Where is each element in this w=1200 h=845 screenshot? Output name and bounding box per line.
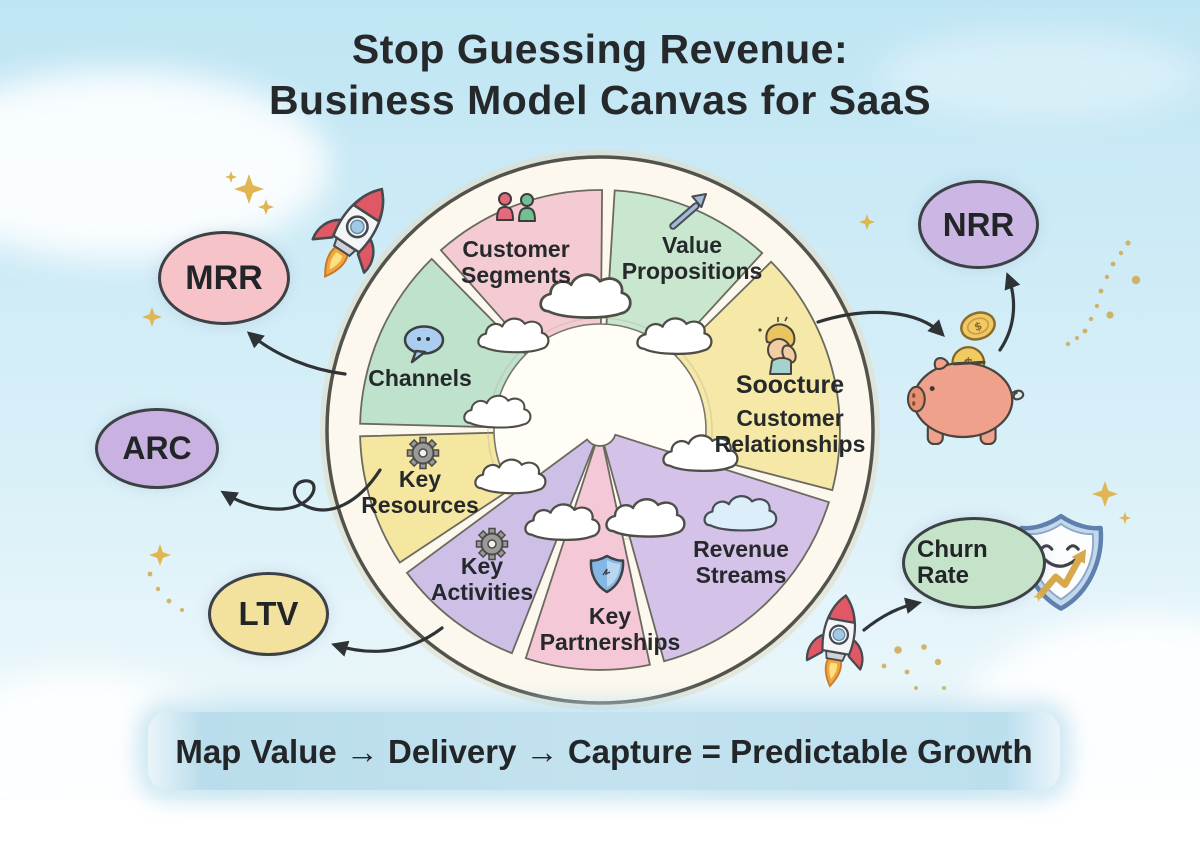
label-key-activities: Key Activities xyxy=(430,553,534,606)
coin-icon: $ xyxy=(960,311,996,341)
shield-icon xyxy=(589,554,625,594)
growth-arrow-icon xyxy=(669,193,707,230)
saas-business-model-infographic: $ $ xyxy=(0,0,1200,800)
shield-smile-icon xyxy=(1018,513,1104,611)
segment-key-partnerships xyxy=(524,444,651,671)
label-revenue-streams: Revenue Streams xyxy=(693,536,789,589)
speech-bubble-icon xyxy=(403,325,445,364)
people-icon xyxy=(496,192,536,222)
tagline-text: Map Value → Delivery → Capture = Predict… xyxy=(175,733,1033,770)
cloud-icon xyxy=(703,495,778,532)
arrow-to-churn xyxy=(862,597,923,632)
metric-bubble-mrr: MRR xyxy=(158,231,290,325)
label-channels: Channels xyxy=(368,365,472,391)
tagline-band xyxy=(148,712,1060,790)
metric-bubble-arc: ARC xyxy=(95,408,219,489)
gear-icon xyxy=(406,436,440,470)
piggy-bank-icon: $ xyxy=(906,346,1025,446)
metric-bubble-ltv: LTV xyxy=(208,572,329,656)
label-key-resources: Key Resources xyxy=(361,466,479,519)
metric-bubble-nrr: NRR xyxy=(918,180,1039,269)
segment-revenue-streams xyxy=(603,433,831,663)
page-title: Stop Guessing Revenue: Business Model Ca… xyxy=(0,24,1200,127)
arrow-to-nrr xyxy=(998,272,1021,352)
arrow-to-arc xyxy=(220,468,382,512)
label-key-partnerships: Key Partnerships xyxy=(539,603,681,656)
waving-person-icon xyxy=(758,316,797,375)
arrow-to-ltv xyxy=(331,626,444,657)
background-cloud xyxy=(880,30,1200,120)
title-line-1: Stop Guessing Revenue: xyxy=(351,26,849,72)
label-soocture: Soocture xyxy=(735,371,845,399)
label-customer-relationships: Customer Relationships xyxy=(714,405,866,458)
metric-bubble-churn-rate: Churn Rate xyxy=(902,517,1046,609)
flow-arrows xyxy=(220,272,1021,657)
label-value-propositions: Value Propositions xyxy=(621,232,763,285)
business-model-wheel xyxy=(320,150,880,710)
arrow-to-piggy xyxy=(816,310,945,337)
canvas-artwork: $ $ xyxy=(142,150,1141,710)
svg-text:$: $ xyxy=(973,319,984,334)
background-cloud xyxy=(0,70,330,260)
title-line-2: Business Model Canvas for SaaS xyxy=(268,77,932,124)
gold-dot-trails xyxy=(147,240,1141,690)
arrow-to-mrr xyxy=(246,331,347,376)
label-customer-segments: Customer Segments xyxy=(461,236,571,289)
